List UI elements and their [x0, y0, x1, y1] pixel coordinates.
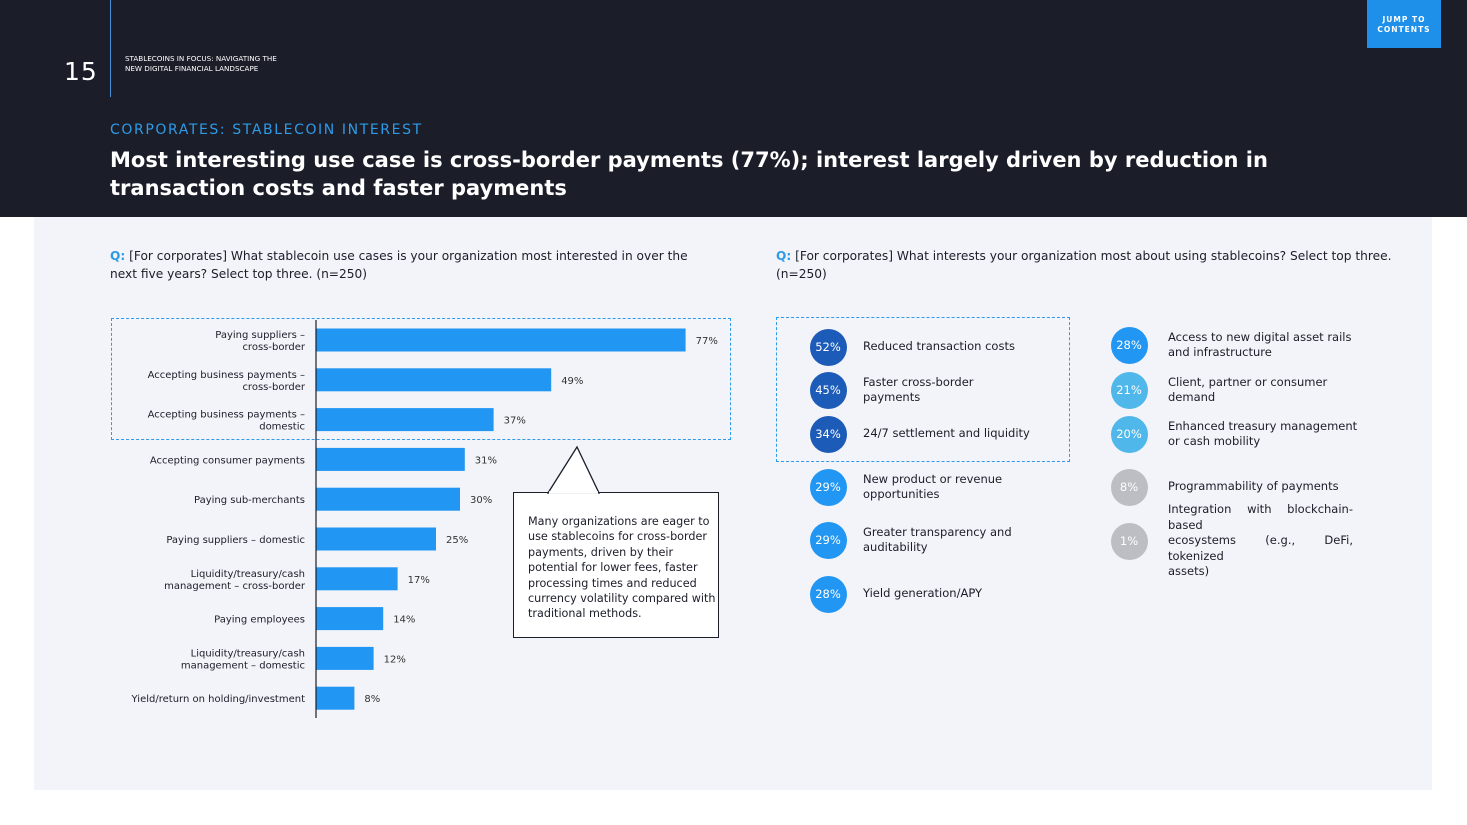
page-header: 15 STABLECOINS IN FOCUS: NAVIGATING THE …	[0, 0, 1467, 217]
content-panel	[34, 217, 1432, 790]
interest-label: New product or revenue opportunities	[863, 462, 1063, 512]
category-label-line: Accepting business payments –	[148, 410, 305, 421]
interest-percent-badge: 52%	[809, 328, 847, 366]
callout-box	[513, 492, 719, 638]
header-divider	[110, 0, 111, 97]
category-label: Accepting business payments – domestic	[148, 410, 305, 433]
bar	[316, 408, 494, 432]
interest-label-text: Client, partner or consumer demand	[1168, 374, 1328, 405]
category-label: Yield/return on holding/investment	[131, 694, 306, 705]
interest-percent-badge: 29%	[809, 468, 847, 506]
bar-value-label: 37%	[504, 416, 526, 427]
bar	[316, 447, 465, 471]
bar-value-label: 77%	[696, 336, 718, 347]
interest-label-text: Reduced transaction costs	[863, 339, 1015, 354]
top-use-cases-highlight	[111, 318, 731, 440]
category-label-line: management – domestic	[181, 660, 305, 671]
category-label-line: Accepting business payments –	[148, 370, 305, 381]
interest-percent-badge: 29%	[809, 521, 847, 559]
page-number: 15	[64, 57, 98, 86]
category-label: Paying sub-merchants	[194, 495, 305, 506]
category-label: Paying suppliers – cross-border	[215, 330, 306, 353]
bar	[316, 567, 398, 591]
bar	[316, 607, 384, 631]
bar	[316, 527, 436, 551]
right-question-mark: Q:	[776, 249, 792, 263]
bar-value-label: 49%	[561, 376, 583, 387]
callout-text: Many organizations are eager to use stab…	[528, 515, 716, 621]
bar	[316, 646, 374, 670]
bar-value-label: 25%	[446, 535, 468, 546]
bar-value-label: 30%	[470, 495, 492, 506]
interest-label: Client, partner or consumer demand	[1168, 365, 1368, 415]
interest-label-text: Integration with blockchain-based ecosyst…	[1168, 502, 1353, 579]
interest-percent-badge: 21%	[1110, 371, 1148, 409]
jump-to-contents-button[interactable]: JUMP TO CONTENTS	[1367, 0, 1441, 48]
page-headline: Most interesting use case is cross-borde…	[110, 148, 1268, 200]
bar-value-label: 8%	[364, 694, 380, 705]
category-label-line: domestic	[259, 422, 305, 433]
category-label: Accepting business payments – cross-borde…	[148, 370, 306, 393]
category-label-line: cross-border	[242, 382, 305, 393]
interest-percent-badge: 28%	[1110, 326, 1148, 364]
category-label-line: Paying suppliers – domestic	[166, 535, 305, 546]
category-label: Paying suppliers – domestic	[166, 535, 305, 546]
left-question-mark: Q:	[110, 249, 126, 263]
category-label-line: Liquidity/treasury/cash	[191, 648, 305, 659]
bar	[316, 686, 355, 710]
right-question-text: [For corporates] What interests your org…	[776, 249, 1392, 281]
interest-label-text: 24/7 settlement and liquidity	[863, 426, 1030, 441]
interest-label-text: New product or revenue opportunities	[863, 471, 1003, 502]
right-question: Q: [For corporates] What interests your …	[776, 247, 1396, 283]
interest-label-text: Yield generation/APY	[863, 586, 983, 601]
interest-percent-badge: 1%	[1110, 522, 1148, 560]
left-question: Q: [For corporates] What stablecoin use …	[110, 247, 710, 283]
category-label-line: Yield/return on holding/investment	[131, 694, 306, 705]
bar	[316, 487, 460, 511]
category-label-line: cross-border	[242, 342, 305, 353]
interest-label-text: Access to new digital asset rails and inf…	[1168, 329, 1352, 360]
category-label-line: Accepting consumer payments	[150, 455, 305, 466]
interest-percent-badge: 45%	[809, 371, 847, 409]
interest-label: 24/7 settlement and liquidity	[863, 409, 1063, 459]
interest-percent-badge: 20%	[1110, 415, 1148, 453]
interest-label: Yield generation/APY	[863, 569, 1063, 619]
interest-percent-badge: 8%	[1110, 468, 1148, 506]
left-question-text: [For corporates] What stablecoin use cas…	[110, 249, 688, 281]
bar-value-label: 14%	[393, 615, 415, 626]
interest-label: Programmability of payments	[1168, 462, 1368, 512]
interest-label-text: Enhanced treasury management or cash mobi…	[1168, 418, 1358, 449]
section-kicker: CORPORATES: STABLECOIN INTEREST	[110, 122, 423, 138]
interest-label: Reduced transaction costs	[863, 322, 1063, 372]
category-label: Paying employees	[214, 615, 305, 626]
category-label-line: Paying employees	[214, 615, 305, 626]
category-label-line: Paying sub-merchants	[194, 495, 305, 506]
interest-label: Access to new digital asset rails and inf…	[1168, 320, 1368, 370]
bar-value-label: 12%	[384, 654, 406, 665]
interest-label-text: Faster cross-border payments	[863, 374, 974, 405]
bar-value-label: 17%	[408, 575, 430, 586]
interest-percent-badge: 34%	[809, 415, 847, 453]
category-label-line: Paying suppliers –	[215, 330, 305, 341]
category-label: Liquidity/treasury/cash management – cros…	[164, 569, 306, 592]
category-label: Accepting consumer payments	[150, 455, 305, 466]
interest-percent-badge: 28%	[809, 575, 847, 613]
report-title: STABLECOINS IN FOCUS: NAVIGATING THE NEW…	[125, 54, 277, 73]
bar	[316, 328, 686, 352]
category-label-line: Liquidity/treasury/cash	[191, 569, 305, 580]
interest-label: Integration with blockchain-based ecosyst…	[1168, 502, 1353, 578]
category-label-line: management – cross-border	[164, 581, 306, 592]
interest-label-text: Programmability of payments	[1168, 479, 1339, 494]
category-label: Liquidity/treasury/cash management – dome…	[181, 648, 305, 671]
interest-label-text: Greater transparency and auditability	[863, 524, 1012, 555]
interest-label: Greater transparency and auditability	[863, 515, 1063, 565]
bar-value-label: 31%	[475, 455, 497, 466]
bar	[316, 368, 552, 392]
jump-to-contents-label: JUMP TO CONTENTS	[1377, 15, 1431, 34]
top-interests-highlight	[776, 317, 1070, 462]
interest-label: Enhanced treasury management or cash mobi…	[1168, 409, 1368, 459]
interest-label: Faster cross-border payments	[863, 365, 1063, 415]
